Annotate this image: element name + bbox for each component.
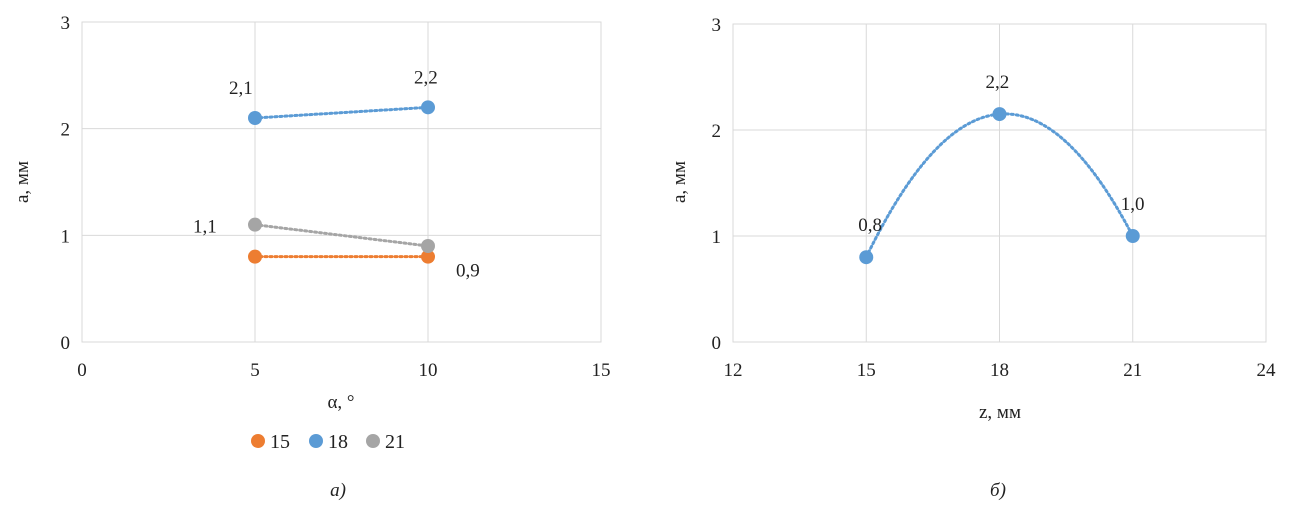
series-line-18 <box>253 105 430 120</box>
y-tick-label: 2 <box>712 121 722 142</box>
y-tick-label: 0 <box>712 333 722 354</box>
x-tick-label: 10 <box>419 360 438 381</box>
x-axis-label: z, мм <box>979 402 1021 423</box>
data-label: 1,0 <box>1121 194 1145 215</box>
data-label: 0,9 <box>456 261 480 282</box>
data-label: 2,2 <box>414 67 438 88</box>
legend-label: 15 <box>270 431 290 453</box>
plot-frame <box>732 23 1267 343</box>
legend-label: 18 <box>328 431 348 453</box>
x-axis-label: α, ° <box>327 392 354 413</box>
data-point <box>248 217 262 232</box>
data-label: 1,1 <box>193 217 217 238</box>
legend-marker <box>309 434 323 448</box>
data-point <box>859 250 874 265</box>
chart-panel-1: 0 1 2 3 0 5 10 15 α, ° a, мм 2,1 2,2 1,1 0,9 15 18 21 а) <box>12 13 611 501</box>
panel-caption: а) <box>330 480 346 501</box>
y-tick-label: 3 <box>61 13 71 34</box>
y-tick-label: 3 <box>712 15 722 36</box>
legend-label: 21 <box>385 431 405 453</box>
x-tick-label: 15 <box>857 360 876 381</box>
data-point <box>1125 229 1140 243</box>
plot-frame <box>81 21 602 343</box>
data-label: 2,1 <box>229 78 253 99</box>
y-tick-label: 1 <box>61 226 71 247</box>
series-line-21 <box>253 223 430 248</box>
x-tick-label: 5 <box>250 360 260 381</box>
data-label: 0,8 <box>858 215 882 236</box>
x-tick-label: 0 <box>77 360 87 381</box>
data-point <box>421 100 435 115</box>
x-tick-label: 15 <box>592 360 611 381</box>
legend-marker <box>366 434 380 448</box>
y-axis-label: a, мм <box>12 161 33 203</box>
panel-caption: б) <box>990 480 1006 501</box>
x-tick-label: 18 <box>990 360 1009 381</box>
y-tick-label: 0 <box>61 333 71 354</box>
data-point <box>248 249 262 264</box>
data-point <box>992 107 1007 122</box>
data-point <box>421 249 435 264</box>
data-label: 2,2 <box>986 72 1010 93</box>
y-axis-label: a, мм <box>669 161 690 203</box>
x-tick-label: 21 <box>1123 360 1142 381</box>
legend-marker <box>251 434 265 448</box>
y-tick-label: 2 <box>61 120 71 141</box>
data-point <box>248 111 262 125</box>
y-tick-label: 1 <box>712 227 722 248</box>
x-tick-label: 24 <box>1257 360 1277 381</box>
data-point <box>421 239 435 253</box>
x-tick-label: 12 <box>724 360 743 381</box>
